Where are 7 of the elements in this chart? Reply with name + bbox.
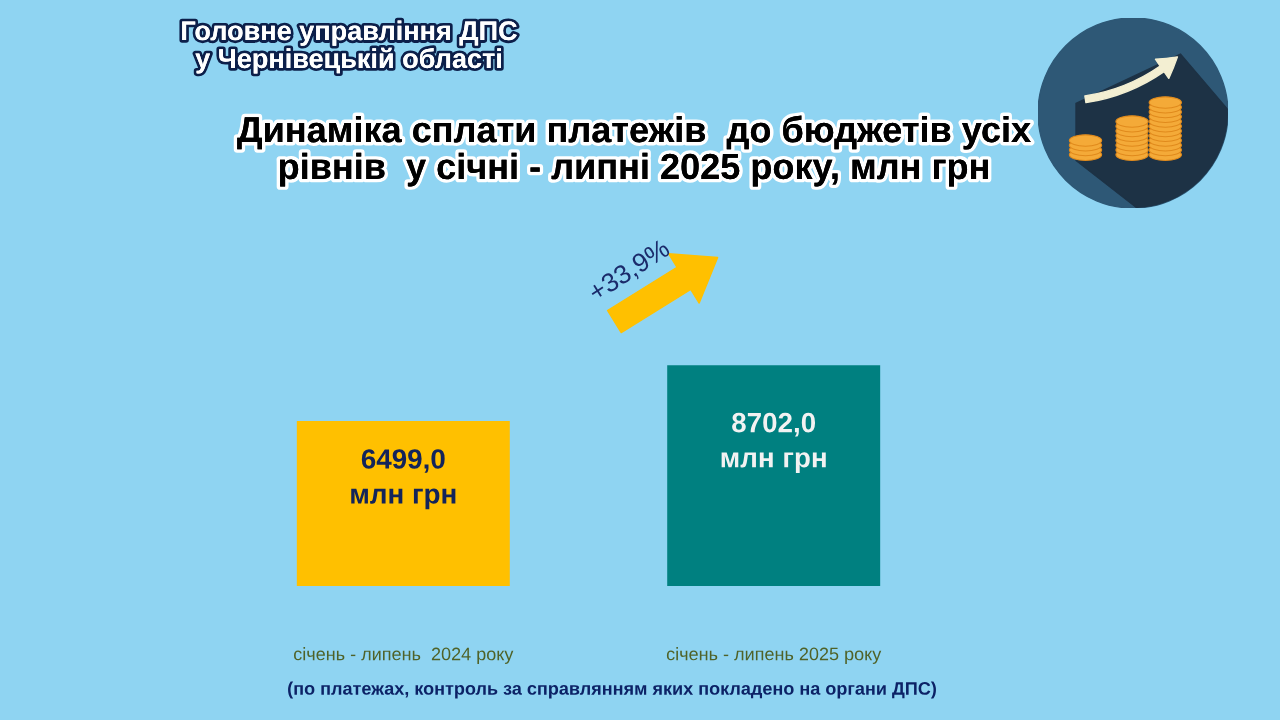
x-tick-label: січень - липень 2025 року (666, 647, 882, 664)
data-label: 8702,0 млн грн (721, 412, 826, 473)
data-label: 6499,0 млн грн (351, 449, 456, 510)
text: Головне управління ДПС у Чернівецькій області (182, 20, 517, 74)
text: (по платежах, контроль за справлянням яких покладено на органи ДПС) (288, 681, 936, 699)
chart-title: Динаміка сплати платежів до бюджетів усіх рівнів у січні - липні 2025 року, млн грн (237, 115, 1031, 187)
x-tick-label: січень - липень 2024 року (294, 647, 514, 664)
